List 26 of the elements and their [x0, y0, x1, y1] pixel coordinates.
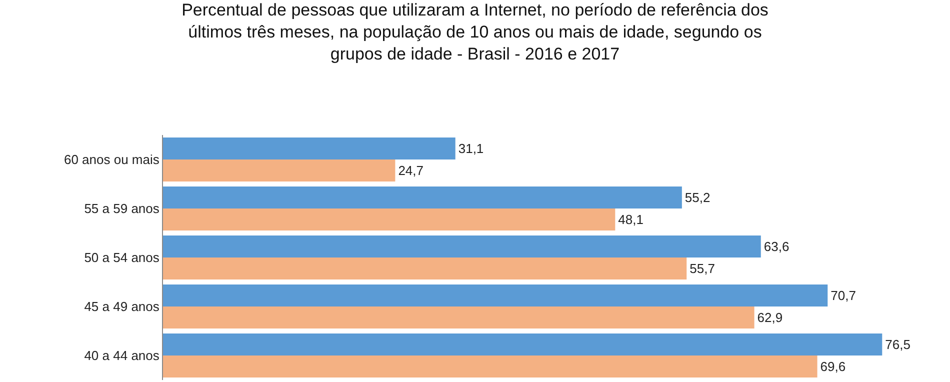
bar	[163, 160, 396, 182]
data-label: 55,7	[690, 261, 715, 276]
data-label: 55,2	[684, 190, 710, 205]
data-label: 69,6	[820, 359, 846, 374]
data-label: 62,9	[757, 310, 783, 326]
bar	[163, 186, 682, 208]
bar	[163, 208, 616, 231]
data-label: 63,6	[764, 238, 790, 254]
data-label: 70,7	[830, 288, 856, 303]
chart-title: Percentual de pessoas que utilizaram a Internet, no período de referência dos últimos três meses, na população de 10 anos ou mais de idade, segundo os grupos de idade - Brasil - 2016 e 2017	[182, 0, 768, 64]
bar	[163, 356, 818, 378]
data-label: 24,7	[398, 163, 424, 178]
bar	[163, 284, 828, 306]
data-label: 31,1	[458, 140, 484, 156]
y-tick-label: 55 a 59 anos	[84, 201, 160, 216]
bar	[163, 306, 754, 329]
bar	[163, 333, 882, 356]
bar	[163, 258, 687, 280]
bar	[163, 137, 456, 160]
y-tick-label: 45 a 49 anos	[84, 299, 160, 314]
y-tick-label: 50 a 54 anos	[84, 250, 160, 266]
bar	[163, 235, 761, 258]
data-label: 76,5	[885, 336, 910, 352]
data-label: 48,1	[618, 212, 644, 228]
y-tick-label: 60 anos ou mais	[64, 152, 160, 168]
y-tick-label: 40 a 44 anos	[84, 348, 160, 364]
